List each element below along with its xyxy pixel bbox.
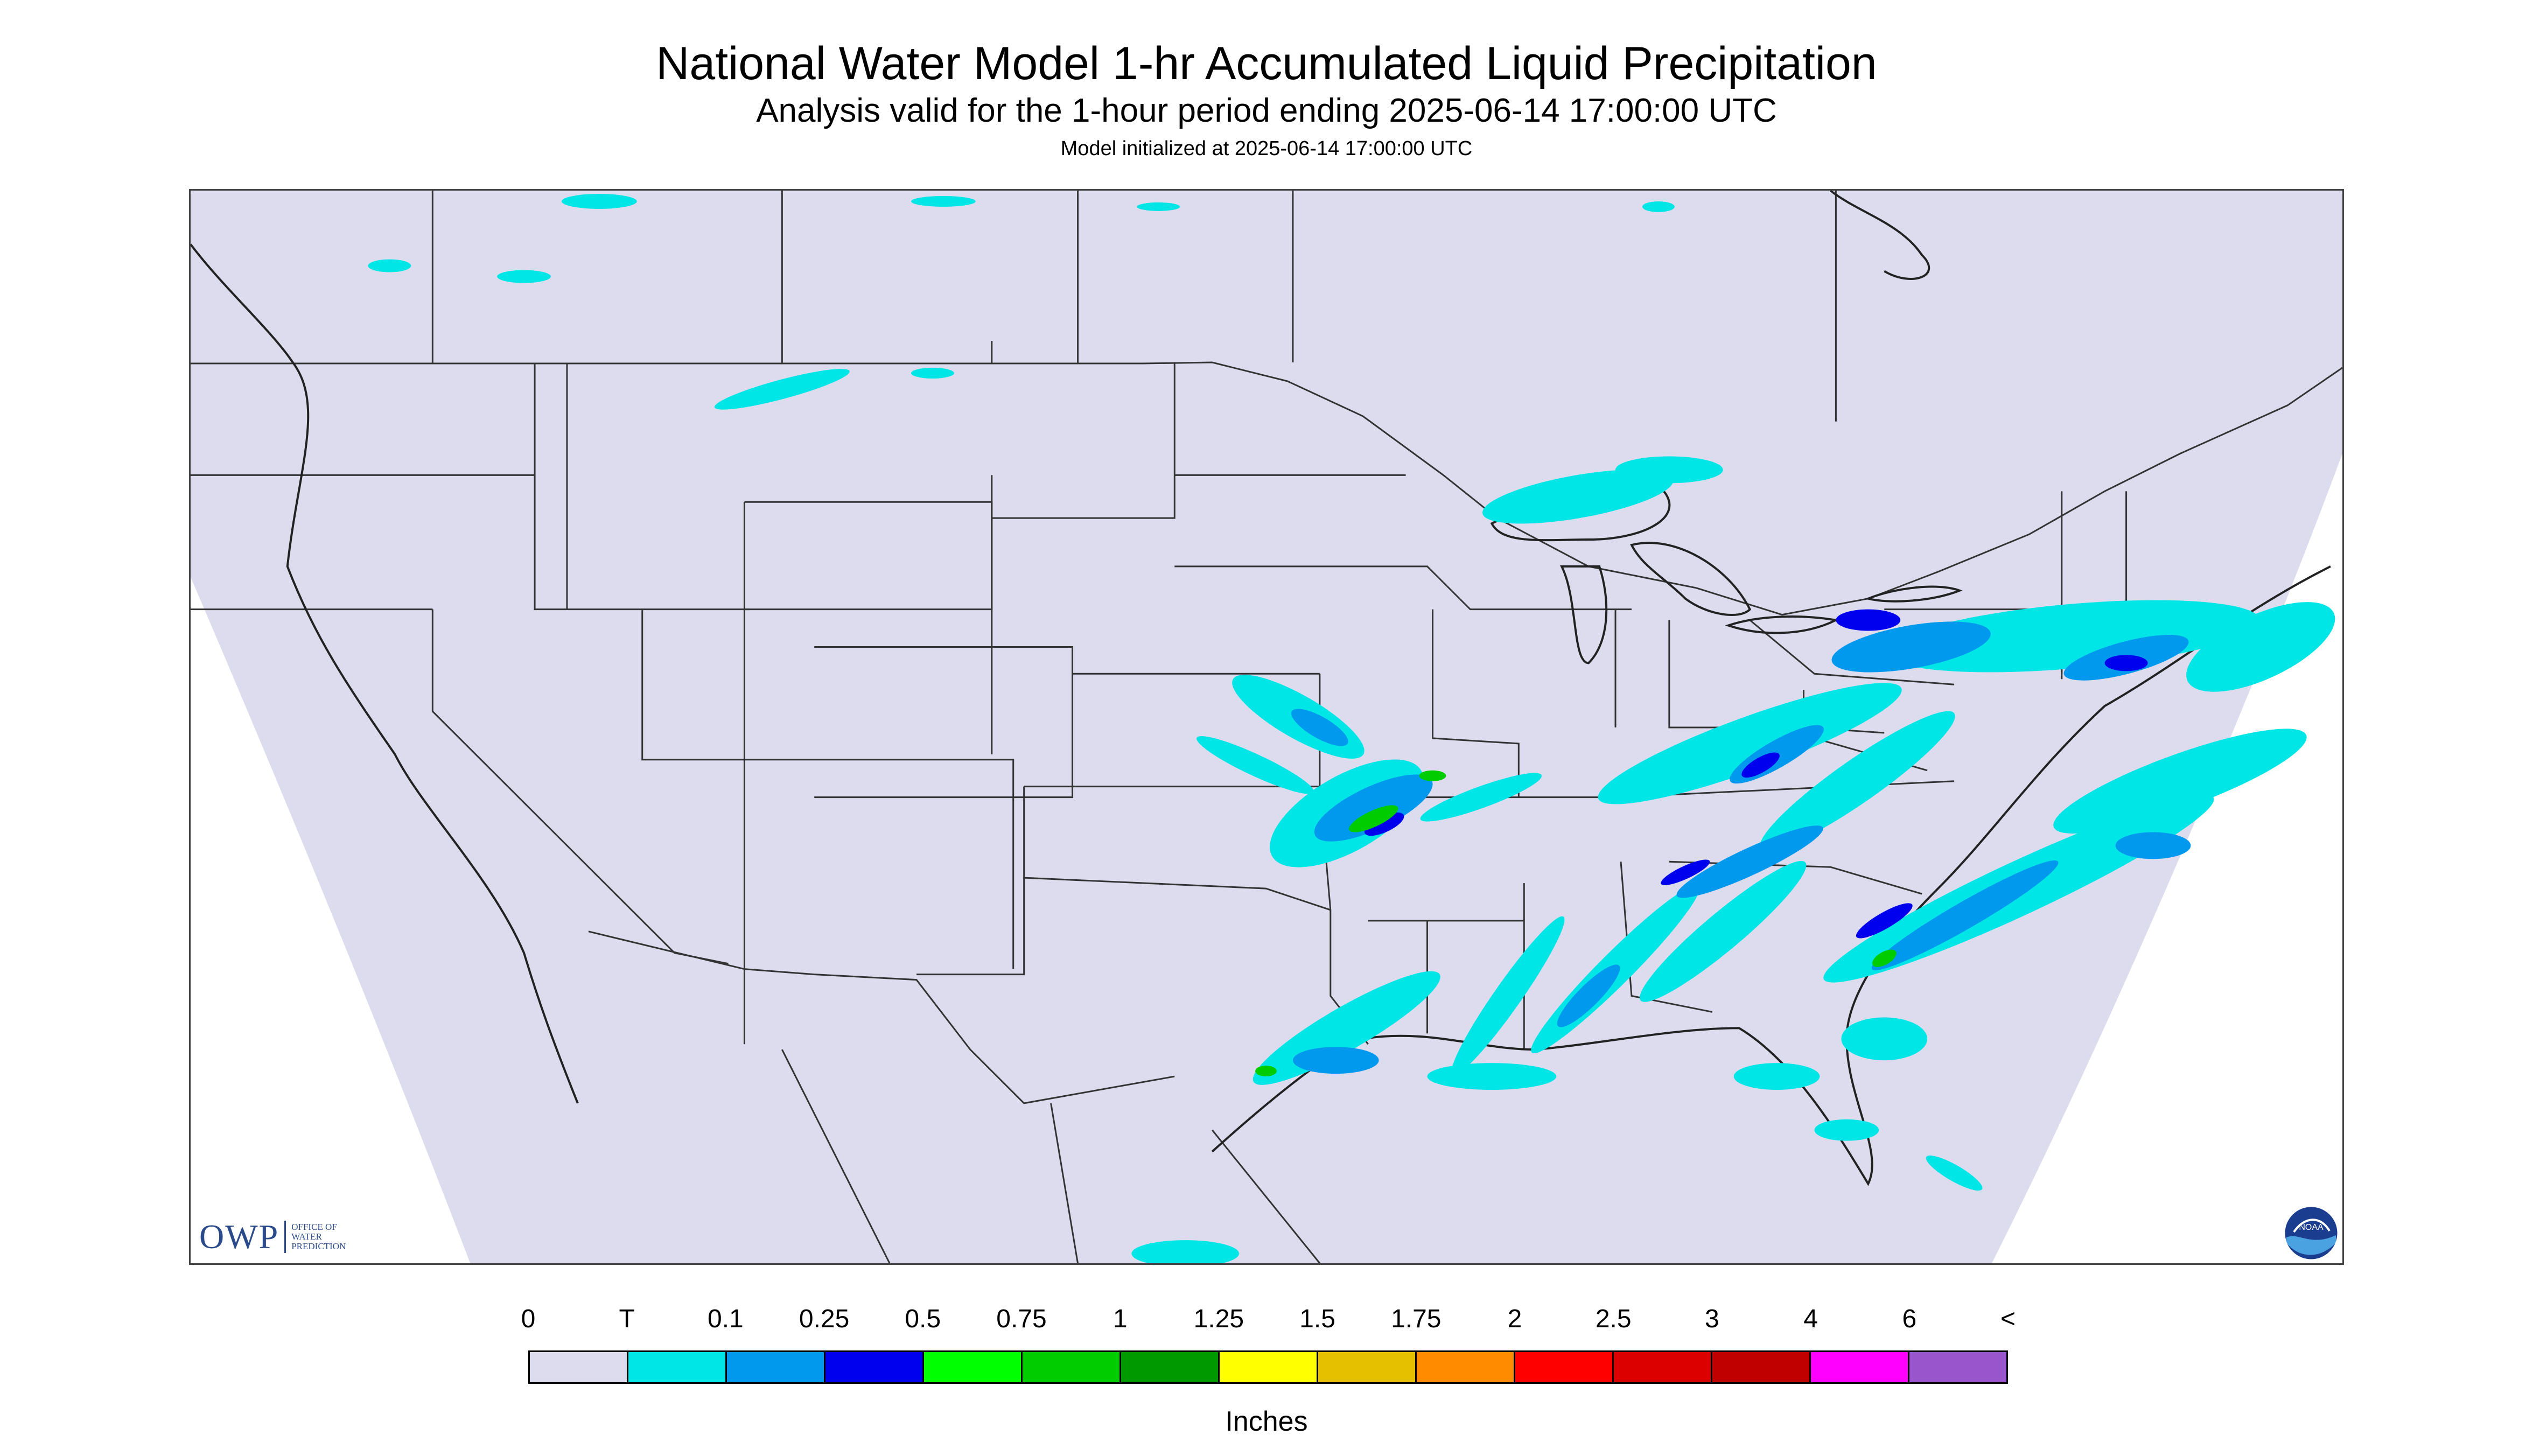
owp-logo-mark: OWP <box>199 1217 279 1256</box>
legend-swatch <box>1318 1352 1417 1382</box>
legend-swatch <box>1023 1352 1121 1382</box>
model-init-text: Model initialized at 2025-06-14 17:00:00… <box>1060 137 1473 160</box>
legend-tick-label: 0.1 <box>708 1305 744 1333</box>
legend-swatch <box>1614 1352 1712 1382</box>
precip-trace <box>368 193 2335 1263</box>
map-title: National Water Model 1-hr Accumulated Li… <box>656 38 1877 89</box>
legend-swatch <box>727 1352 825 1382</box>
legend-tick-label: 2.5 <box>1595 1305 1632 1333</box>
owp-logo: OWP OFFICE OF WATER PREDICTION <box>199 1217 367 1256</box>
map-subtitle: Analysis valid for the 1-hour period end… <box>756 92 1777 129</box>
legend-swatch <box>1515 1352 1614 1382</box>
legend-swatch <box>1417 1352 1515 1382</box>
legend-tick-labels: 0 T 0.1 0.25 0.5 0.75 1 1.25 1.5 1.75 2 2.5 3 4 6 < <box>0 1303 2533 1341</box>
legend-tick-label: 1 <box>1112 1305 1128 1333</box>
map-canvas <box>191 191 2342 1263</box>
legend-tick-label: 0.5 <box>905 1305 941 1333</box>
legend-swatch <box>825 1352 924 1382</box>
precip-heavy <box>1255 770 1897 1077</box>
boundary-lines <box>191 191 2342 1263</box>
legend-tick-label: 1.5 <box>1299 1305 1335 1333</box>
noaa-logo-text: NOAA <box>2299 1223 2324 1232</box>
legend-swatch <box>628 1352 727 1382</box>
legend-tick-label: < <box>2000 1305 2016 1333</box>
legend-units: Inches <box>1225 1406 1308 1437</box>
legend-tick-label: 0.75 <box>996 1305 1047 1333</box>
legend-swatch <box>1220 1352 1318 1382</box>
legend-tick-label: 0.25 <box>799 1305 850 1333</box>
legend-tick-label: 2 <box>1507 1305 1522 1333</box>
coastlines <box>191 191 2331 1186</box>
precipitation-map[interactable] <box>189 189 2344 1265</box>
legend-swatch <box>1909 1352 2006 1382</box>
noaa-logo-icon: NOAA <box>2283 1205 2339 1261</box>
precip-moderate <box>1364 609 2148 939</box>
legend-swatch <box>1811 1352 1909 1382</box>
legend-tick-label: 6 <box>1902 1305 1917 1333</box>
legend-tick-label: 3 <box>1705 1305 1719 1333</box>
legend-swatch <box>1712 1352 1811 1382</box>
legend-swatch <box>1121 1352 1220 1382</box>
legend-tick-label: 4 <box>1803 1305 1818 1333</box>
legend-swatch <box>924 1352 1023 1382</box>
outside-domain-right <box>1991 453 2342 1263</box>
owp-logo-divider <box>284 1221 286 1253</box>
legend-swatch <box>530 1352 628 1382</box>
legend-tick-label: 1.75 <box>1391 1305 1442 1333</box>
legend-tick-label: T <box>619 1305 635 1333</box>
legend-tick-label: 0 <box>521 1305 536 1333</box>
legend-tick-label: 1.25 <box>1193 1305 1244 1333</box>
outside-domain-left <box>191 577 471 1263</box>
owp-logo-text: OFFICE OF WATER PREDICTION <box>291 1222 346 1251</box>
legend-colorbar <box>528 1350 2008 1384</box>
